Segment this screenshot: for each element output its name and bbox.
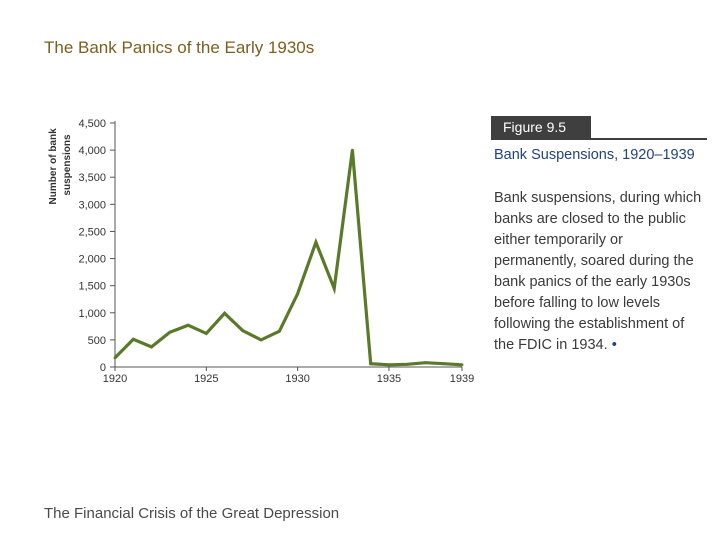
x-tick-label: 1925 (194, 373, 218, 385)
data-point (387, 363, 391, 367)
bullet-icon: • (611, 337, 617, 353)
figure-badge: Figure 9.5 (491, 116, 591, 138)
data-point (223, 311, 226, 315)
y-tick-label: 2,000 (78, 254, 106, 266)
data-point (369, 362, 373, 366)
data-point (442, 362, 446, 366)
y-tick-label: 2,500 (78, 226, 106, 238)
data-point (259, 338, 263, 342)
data-point (241, 329, 245, 333)
slide-footer: The Financial Crisis of the Great Depres… (44, 505, 340, 522)
y-tick-label: 500 (88, 335, 106, 347)
chart-series (113, 148, 464, 367)
data-point (332, 286, 336, 290)
data-point (168, 330, 172, 334)
chart-ticks: 0 500 1,000 1,500 2,000 2,500 3,000 3,500 4,000 4… (78, 118, 474, 385)
data-point (204, 331, 208, 335)
figure-divider (491, 138, 707, 140)
y-axis-label: Number of bank suspensions (48, 126, 73, 205)
data-point (277, 329, 281, 333)
series-line-bank-suspensions (113, 149, 463, 367)
data-point (296, 292, 300, 296)
y-tick-label: 1,500 (78, 281, 106, 293)
data-point (150, 345, 153, 349)
y-tick-label: 4,500 (78, 118, 106, 130)
data-point (186, 323, 190, 327)
data-point (113, 356, 117, 360)
y-tick-label: 1,000 (78, 308, 106, 320)
y-tick-label: 4,000 (78, 145, 106, 157)
x-tick-label: 1935 (377, 373, 401, 385)
x-tick-label: 1930 (285, 373, 309, 385)
x-tick-label: 1939 (450, 373, 474, 385)
y-tick-label: 0 (100, 362, 106, 374)
y-tick-label: 3,000 (78, 199, 106, 211)
data-point (351, 148, 354, 152)
chart-axes (114, 121, 462, 368)
data-point (131, 337, 135, 341)
y-tick-label: 3,500 (78, 172, 106, 184)
bank-suspensions-chart: 0 500 1,000 1,500 2,000 2,500 3,000 3,500 4,000 4… (48, 118, 474, 385)
figure-caption-text: Bank suspensions, during which banks are… (494, 190, 702, 353)
data-point (424, 361, 427, 365)
slide-title: The Bank Panics of the Early 1930s (44, 38, 315, 57)
data-point (460, 363, 464, 367)
x-tick-label: 1920 (103, 373, 127, 385)
data-point (405, 362, 409, 366)
figure-heading: Bank Suspensions, 1920–1939 (494, 147, 695, 163)
data-point (314, 240, 318, 244)
figure-caption: Bank suspensions, during which banks are… (494, 188, 706, 356)
